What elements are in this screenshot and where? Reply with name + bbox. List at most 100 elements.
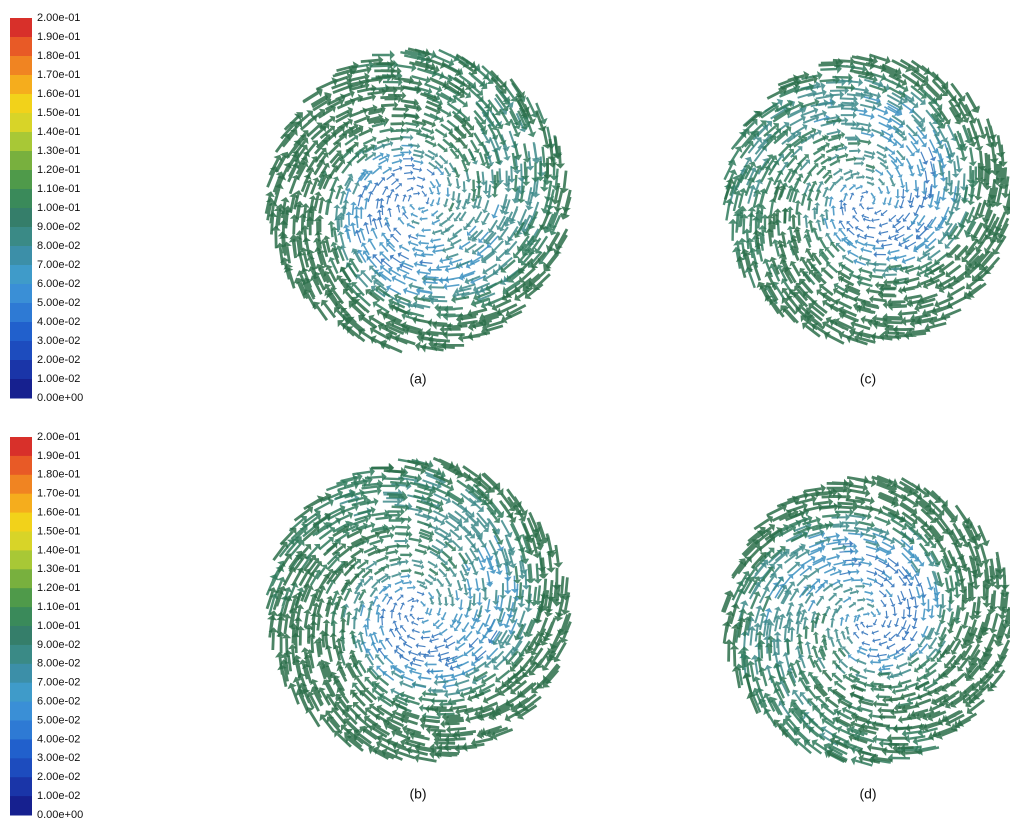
colorbar-label: 4.00e-02 <box>37 733 80 745</box>
vector-panel <box>721 474 1010 767</box>
colorbar-swatch <box>10 227 32 247</box>
colorbar-swatch <box>10 531 32 551</box>
vector-heads <box>342 142 498 296</box>
colorbar-swatch <box>10 550 32 570</box>
colorbar-label: 2.00e-02 <box>37 771 80 783</box>
colorbar-swatch <box>10 607 32 627</box>
colorbar-swatch <box>10 663 32 684</box>
colorbar-label: 9.00e-02 <box>37 639 80 651</box>
colorbar-label: 1.50e-01 <box>37 107 80 119</box>
colorbar-label: 1.60e-01 <box>37 88 80 100</box>
vector-shafts <box>344 144 500 296</box>
vector-heads <box>342 473 533 699</box>
colorbar-swatch <box>10 75 32 95</box>
panel-label: (c) <box>860 371 876 387</box>
vector-shafts <box>838 543 925 658</box>
colorbar-swatch <box>10 322 32 342</box>
colorbar-label: 1.00e-02 <box>37 790 80 802</box>
vector-shafts <box>728 78 968 276</box>
vector-shafts <box>265 456 572 763</box>
colorbar-swatch <box>10 246 32 266</box>
vector-shafts <box>723 53 1010 346</box>
colorbar-label: 2.00e-02 <box>37 354 80 366</box>
colorbar-label: 1.00e-01 <box>37 620 80 632</box>
colorbar-swatch <box>10 588 32 608</box>
vector-heads <box>822 96 958 265</box>
colorbar-swatch <box>10 474 32 495</box>
vector-heads <box>764 530 941 673</box>
colorbar-label: 7.00e-02 <box>37 677 80 689</box>
colorbar-swatch <box>10 341 32 361</box>
colorbar-label: 1.00e-02 <box>37 373 80 385</box>
colorbar-label: 0.00e+00 <box>37 809 83 820</box>
colorbar-swatch <box>10 113 32 133</box>
colorbar-label: 7.00e-02 <box>37 259 80 271</box>
vector-panel <box>265 456 572 763</box>
colorbar-label: 1.80e-01 <box>37 50 80 62</box>
colorbar-swatch <box>10 379 32 399</box>
colorbar-label: 1.70e-01 <box>37 488 80 500</box>
colorbar-swatch <box>10 626 32 646</box>
colorbar-swatch <box>10 720 32 740</box>
colorbar-swatch <box>10 18 32 38</box>
vector-shafts <box>379 591 498 672</box>
colorbar-label: 1.20e-01 <box>37 582 80 594</box>
colorbar-swatch <box>10 437 32 457</box>
colorbar-label: 5.00e-02 <box>37 297 80 309</box>
colorbar-swatch <box>10 739 32 759</box>
vector-shafts <box>764 532 939 671</box>
colorbar-swatch <box>10 151 32 171</box>
vector-shafts <box>356 158 433 271</box>
colorbar-label: 1.10e-01 <box>37 183 80 195</box>
colorbar-label: 3.00e-02 <box>37 752 80 764</box>
colorbar-swatch <box>10 94 32 114</box>
colorbar-swatch <box>10 455 32 476</box>
vector-heads <box>320 49 562 321</box>
colorbar-label: 8.00e-02 <box>37 658 80 670</box>
colorbar-label: 1.80e-01 <box>37 469 80 481</box>
vector-panel <box>264 47 572 354</box>
colorbar-label: 4.00e-02 <box>37 316 80 328</box>
colorbar-label: 1.30e-01 <box>37 145 80 157</box>
colorbar-swatch <box>10 777 32 797</box>
colorbar-label: 5.00e-02 <box>37 714 80 726</box>
colorbar-swatch <box>10 208 32 228</box>
colorbar-swatch <box>10 37 32 57</box>
colorbar-swatch <box>10 758 32 778</box>
colorbar-label: 1.90e-01 <box>37 450 80 462</box>
colorbar-swatch <box>10 644 32 665</box>
colorbar-swatch <box>10 569 32 589</box>
colorbar-swatch <box>10 682 32 703</box>
colorbar-swatch <box>10 512 32 532</box>
colorbar-swatch <box>10 303 32 323</box>
panel-label: (a) <box>409 371 426 387</box>
colorbar-swatch <box>10 56 32 76</box>
panel-label: (d) <box>859 786 876 802</box>
colorbar-label: 1.20e-01 <box>37 164 80 176</box>
vector-heads <box>265 48 571 353</box>
colorbar-label: 8.00e-02 <box>37 240 80 252</box>
vector-heads <box>269 457 547 721</box>
colorbar-label: 6.00e-02 <box>37 278 80 290</box>
colorbar-label: 1.10e-01 <box>37 601 80 613</box>
vector-shafts <box>813 96 957 266</box>
colorbar-swatch <box>10 132 32 152</box>
colorbar-swatch <box>10 493 32 514</box>
colorbar-label: 1.70e-01 <box>37 69 80 81</box>
colorbar-swatch <box>10 796 32 816</box>
colorbar-label: 1.40e-01 <box>37 126 80 138</box>
vector-panel <box>722 53 1010 346</box>
colorbar-label: 1.30e-01 <box>37 563 80 575</box>
colorbar-swatch <box>10 265 32 285</box>
colorbar-label: 1.90e-01 <box>37 31 80 43</box>
colorbar-swatch <box>10 189 32 209</box>
colorbar-label: 1.60e-01 <box>37 507 80 519</box>
panel-label: (b) <box>409 786 426 802</box>
colorbar-label: 6.00e-02 <box>37 696 80 708</box>
colorbar-label: 3.00e-02 <box>37 335 80 347</box>
colorbar-swatch <box>10 170 32 190</box>
colorbar-swatch <box>10 360 32 380</box>
colorbar-swatch <box>10 701 32 721</box>
colorbar-label: 1.40e-01 <box>37 544 80 556</box>
